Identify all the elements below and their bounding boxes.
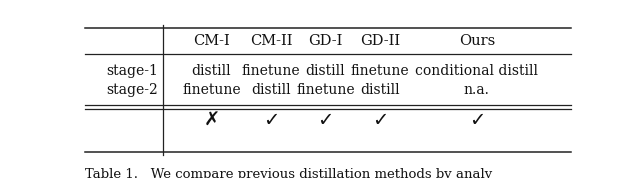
Text: n.a.: n.a.	[464, 83, 490, 97]
Text: GD-II: GD-II	[360, 34, 400, 48]
Text: distill: distill	[360, 83, 400, 97]
Text: finetune: finetune	[296, 83, 355, 97]
Text: ✓: ✓	[263, 111, 279, 130]
Text: ✓: ✓	[317, 111, 333, 130]
Text: CM-II: CM-II	[250, 34, 292, 48]
Text: Table 1.   We compare previous distillation methods by analy: Table 1. We compare previous distillatio…	[85, 168, 492, 178]
Text: finetune: finetune	[242, 64, 300, 78]
Text: CM-I: CM-I	[193, 34, 230, 48]
Text: ✓: ✓	[468, 111, 485, 130]
Text: finetune: finetune	[351, 64, 410, 78]
Text: distill: distill	[306, 64, 346, 78]
Text: ✗: ✗	[204, 111, 220, 130]
Text: distill: distill	[251, 83, 291, 97]
Text: GD-I: GD-I	[308, 34, 342, 48]
Text: distill: distill	[191, 64, 231, 78]
Text: stage-1: stage-1	[106, 64, 158, 78]
Text: Ours: Ours	[459, 34, 495, 48]
Text: conditional distill: conditional distill	[415, 64, 538, 78]
Text: ✓: ✓	[372, 111, 388, 130]
Text: stage-2: stage-2	[106, 83, 158, 97]
Text: finetune: finetune	[182, 83, 241, 97]
